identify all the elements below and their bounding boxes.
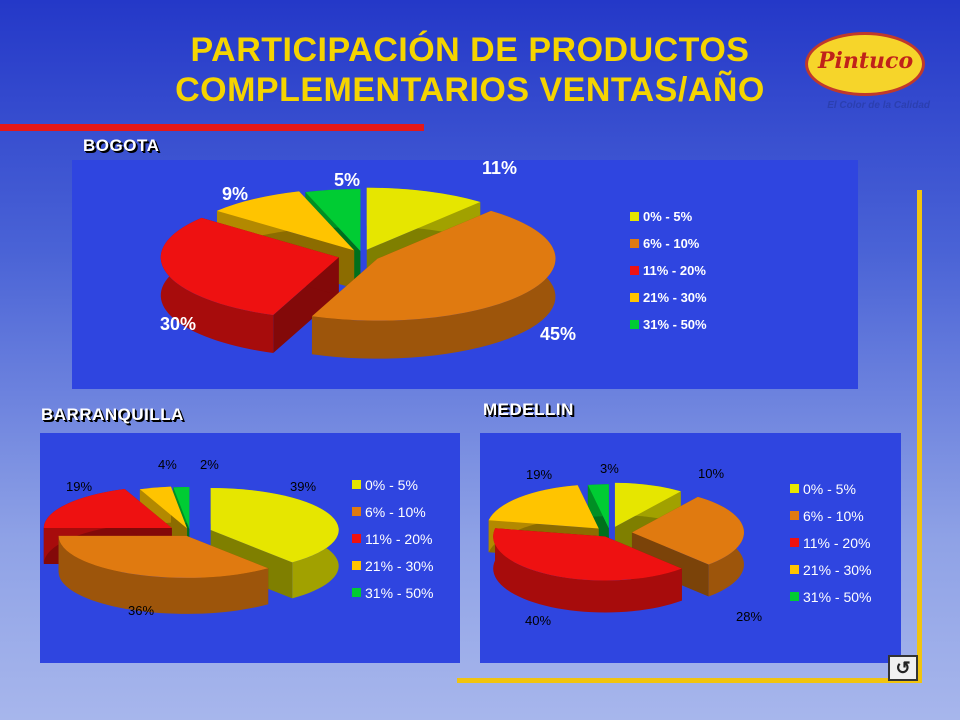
- legend-item-2-3: 21% - 30%: [790, 556, 871, 583]
- legend-item-1-0: 0% - 5%: [352, 471, 433, 498]
- legend-swatch: [630, 266, 639, 275]
- legend-swatch: [352, 588, 361, 597]
- legend-swatch: [352, 534, 361, 543]
- legend-label: 0% - 5%: [643, 209, 693, 224]
- pie-slice-0-2: [160, 217, 339, 354]
- chart-title-bogota: BOGOTA: [83, 136, 160, 155]
- legend-item-0-4: 31% - 50%: [630, 311, 707, 338]
- legend-label: 31% - 50%: [803, 588, 872, 605]
- pie-label-2-2: 40%: [525, 613, 551, 628]
- pie-label-0-3: 9%: [222, 184, 248, 204]
- legend-swatch: [352, 507, 361, 516]
- frame-vertical-bar: [917, 190, 922, 682]
- legend-swatch: [352, 561, 361, 570]
- chart-title-barranquilla: BARRANQUILLA: [41, 405, 184, 424]
- pie-slice-2-2: [493, 528, 682, 613]
- legend-label: 31% - 50%: [365, 584, 434, 601]
- return-button[interactable]: ↺: [888, 655, 918, 681]
- pie-label-2-1: 28%: [736, 609, 762, 624]
- legend-label: 11% - 20%: [643, 263, 706, 278]
- title-line-2: COMPLEMENTARIOS VENTAS/AÑO: [175, 71, 765, 109]
- legend-label: 6% - 10%: [803, 507, 864, 524]
- legend-swatch: [630, 320, 639, 329]
- chart-panel-bogota: 11% 45% 30% 9% 5% 0% - 5% 6% - 10% 11% - 20% 21%…: [72, 160, 858, 389]
- pie-label-2-3: 19%: [526, 467, 552, 482]
- logo-oval: [805, 32, 925, 96]
- legend-item-0-2: 11% - 20%: [630, 257, 707, 284]
- pie-label-2-0: 10%: [698, 466, 724, 481]
- pie-label-0-4: 5%: [334, 170, 360, 190]
- logo-name: Pintuco: [818, 48, 914, 74]
- pintuco-logo: Pintuco El Color de la Calidad: [800, 30, 930, 120]
- pie-label-0-0: 11%: [482, 160, 517, 178]
- legend-swatch: [790, 538, 799, 547]
- pie-label-2-4: 3%: [600, 461, 619, 476]
- legend-label: 6% - 10%: [365, 503, 426, 520]
- chart-legend-2: 0% - 5% 6% - 10% 11% - 20% 21% - 30% 31% - 5…: [790, 475, 871, 610]
- legend-item-1-1: 6% - 10%: [352, 498, 433, 525]
- frame-horizontal-bar: [457, 678, 922, 683]
- legend-item-2-0: 0% - 5%: [790, 475, 871, 502]
- legend-label: 21% - 30%: [643, 290, 707, 305]
- legend-label: 11% - 20%: [365, 530, 433, 547]
- legend-item-0-0: 0% - 5%: [630, 203, 707, 230]
- chart-panel-medellin: 10% 28% 40% 19% 3% 0% - 5% 6% - 10% 11% - 20% 21…: [480, 433, 901, 663]
- pie-svg-0: 11% 45% 30% 9% 5%: [160, 160, 576, 359]
- pie-svg-1: 39% 36% 19% 4% 2%: [43, 457, 339, 618]
- pie-label-1-1: 36%: [128, 603, 154, 618]
- legend-label: 6% - 10%: [643, 236, 700, 251]
- legend-swatch: [790, 592, 799, 601]
- pie-slice-1-1: [58, 535, 269, 614]
- legend-item-0-1: 6% - 10%: [630, 230, 707, 257]
- legend-item-2-1: 6% - 10%: [790, 502, 871, 529]
- legend-swatch: [630, 293, 639, 302]
- legend-swatch: [790, 511, 799, 520]
- legend-item-0-3: 21% - 30%: [630, 284, 707, 311]
- legend-item-1-2: 11% - 20%: [352, 525, 433, 552]
- legend-swatch: [630, 239, 639, 248]
- chart-legend-1: 0% - 5% 6% - 10% 11% - 20% 21% - 30% 31% - 5…: [352, 471, 433, 606]
- legend-item-2-2: 11% - 20%: [790, 529, 871, 556]
- pie-label-1-2: 19%: [66, 479, 92, 494]
- pie-label-1-4: 2%: [200, 457, 219, 472]
- chart-legend-0: 0% - 5% 6% - 10% 11% - 20% 21% - 30% 31% - 5…: [630, 203, 707, 338]
- pie-svg-2: 10% 28% 40% 19% 3%: [488, 461, 762, 628]
- title-line-1: PARTICIPACIÓN DE PRODUCTOS: [190, 31, 750, 69]
- legend-label: 31% - 50%: [643, 317, 707, 332]
- legend-label: 0% - 5%: [365, 476, 418, 493]
- legend-item-1-4: 31% - 50%: [352, 579, 433, 606]
- logo-tagline: El Color de la Calidad: [827, 100, 930, 111]
- page-title: PARTICIPACIÓN DE PRODUCTOS COMPLEMENTARI…: [150, 30, 790, 110]
- pie-label-1-3: 4%: [158, 457, 177, 472]
- pie-label-0-2: 30%: [160, 314, 196, 334]
- legend-label: 0% - 5%: [803, 480, 856, 497]
- legend-label: 21% - 30%: [803, 561, 872, 578]
- title-underline: [0, 124, 424, 131]
- legend-item-1-3: 21% - 30%: [352, 552, 433, 579]
- legend-item-2-4: 31% - 50%: [790, 583, 871, 610]
- legend-label: 21% - 30%: [365, 557, 434, 574]
- legend-swatch: [790, 484, 799, 493]
- pie-label-0-1: 45%: [540, 324, 576, 344]
- chart-panel-barranquilla: 39% 36% 19% 4% 2% 0% - 5% 6% - 10% 11% - 20% 21%…: [40, 433, 460, 663]
- chart-title-medellin: MEDELLIN: [483, 400, 574, 419]
- pie-slice-0-1: [311, 210, 556, 359]
- legend-swatch: [790, 565, 799, 574]
- pie-label-1-0: 39%: [290, 479, 316, 494]
- legend-label: 11% - 20%: [803, 534, 871, 551]
- legend-swatch: [352, 480, 361, 489]
- legend-swatch: [630, 212, 639, 221]
